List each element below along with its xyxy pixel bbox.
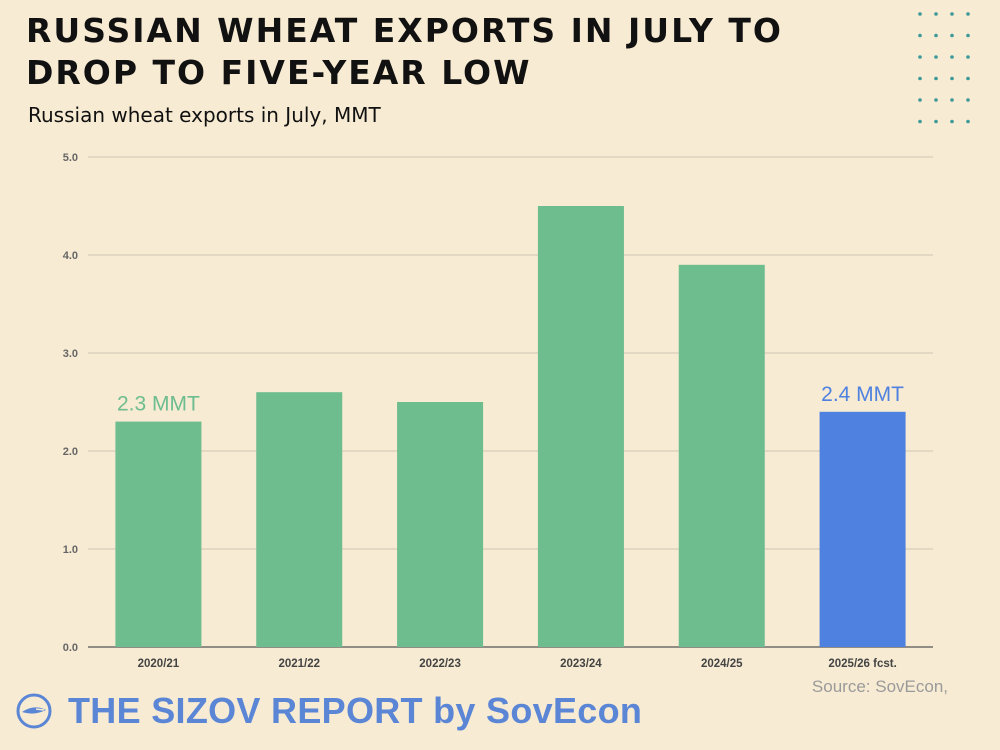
dot (966, 76, 970, 81)
dot (934, 33, 938, 38)
bar (537, 206, 624, 647)
x-tick-label: 2023/24 (560, 658, 602, 670)
x-tick-label: 2021/22 (278, 658, 320, 670)
dot (966, 33, 970, 38)
bar-chart: 0.0 1.0 2.0 3.0 4.0 5.0 2020/21 2021/22 2022/23 2… (63, 152, 933, 670)
source-note: Source: SovEcon, (811, 677, 948, 696)
sovecon-logo-icon (16, 693, 52, 729)
dot (966, 55, 970, 59)
dot (918, 76, 922, 81)
dot (934, 12, 938, 16)
dot (966, 98, 970, 102)
brand-name: THE SIZOV REPORT by SovEcon (68, 690, 643, 731)
dot (918, 119, 922, 124)
decorative-dots (918, 12, 970, 124)
y-tick-label: 4.0 (63, 250, 78, 262)
x-tick-label: 2020/21 (138, 658, 180, 670)
bar (115, 421, 202, 647)
y-tick-label: 0.0 (63, 642, 78, 654)
dot (966, 119, 970, 124)
bar (678, 264, 765, 647)
data-label: 2.4 MMT (821, 383, 904, 406)
y-tick-label: 2.0 (63, 446, 78, 458)
x-tick-label: 2022/23 (419, 658, 461, 670)
dot (950, 76, 954, 81)
dot (918, 33, 922, 38)
x-tick-label: 2024/25 (701, 658, 743, 670)
x-tick-label: 2025/26 fcst. (828, 658, 896, 670)
dot (934, 76, 938, 81)
chart-subtitle: Russian wheat exports in July, MMT (28, 103, 381, 127)
dot (950, 55, 954, 59)
data-label: 2.3 MMT (117, 393, 200, 416)
bar (397, 402, 484, 647)
dot (934, 55, 938, 59)
y-tick-label: 3.0 (63, 348, 78, 360)
dot (934, 98, 938, 102)
y-tick-label: 1.0 (63, 544, 78, 556)
y-tick-label: 5.0 (63, 152, 78, 164)
brand-footer: THE SIZOV REPORT by SovEcon (14, 686, 642, 736)
dot (950, 33, 954, 38)
dot (934, 119, 938, 124)
bar (256, 392, 343, 647)
chart-title: RUSSIAN WHEAT EXPORTS IN JULY TO DROP TO… (26, 11, 783, 92)
dot (966, 12, 970, 16)
dot (918, 55, 922, 59)
dot (950, 98, 954, 102)
bar (819, 411, 906, 647)
dot (918, 12, 922, 16)
dot (950, 12, 954, 16)
dot (950, 119, 954, 124)
dot (918, 98, 922, 102)
